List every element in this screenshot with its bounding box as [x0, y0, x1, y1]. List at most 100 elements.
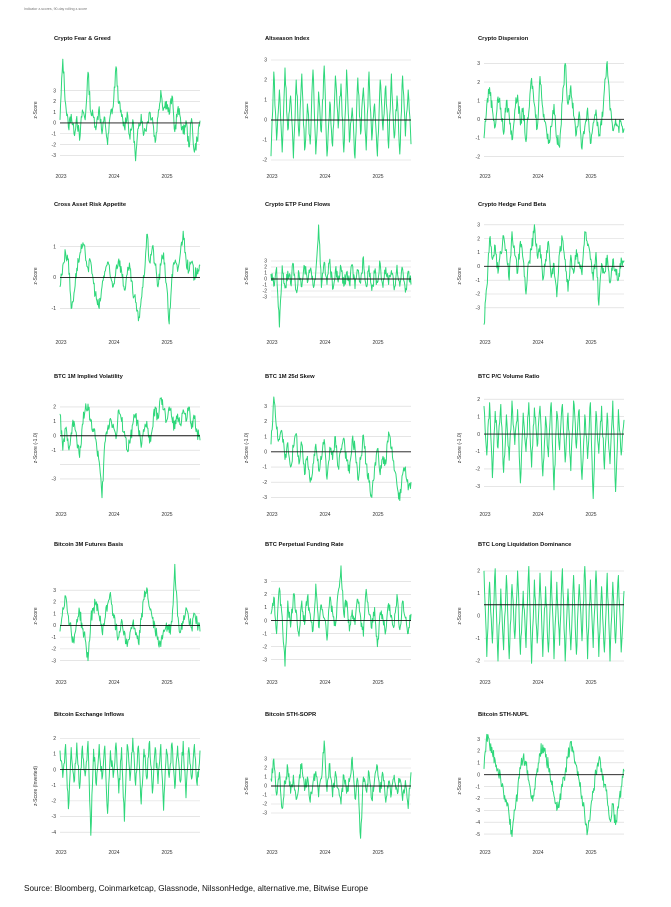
data-point [284, 781, 286, 782]
data-point [143, 133, 145, 135]
data-point [545, 122, 546, 124]
data-point [318, 796, 319, 798]
data-point [576, 764, 577, 766]
data-point [548, 651, 549, 653]
data-point [623, 128, 625, 129]
data-point [298, 272, 300, 274]
data-point [590, 812, 591, 814]
y-tick-label: 0 [477, 614, 480, 620]
data-point [126, 449, 128, 451]
data-point [182, 622, 184, 624]
data-point [309, 613, 311, 615]
y-tick-label: 3 [477, 737, 480, 743]
data-point [584, 231, 586, 233]
data-point [522, 107, 524, 109]
data-point [76, 439, 78, 441]
data-point [601, 405, 602, 407]
data-point [93, 117, 94, 118]
data-point [405, 466, 406, 468]
data-point [168, 632, 170, 633]
data-point [84, 775, 86, 777]
data-point [615, 268, 616, 270]
data-point [349, 781, 350, 782]
data-point [284, 287, 286, 289]
data-point [508, 459, 510, 461]
data-point [118, 792, 120, 794]
y-tick-label: -2 [52, 142, 57, 148]
data-point [374, 103, 375, 105]
data-point [346, 272, 347, 273]
data-point [528, 261, 530, 263]
data-point [374, 778, 375, 780]
data-point [84, 119, 86, 121]
data-point [337, 281, 339, 283]
data-point [321, 459, 322, 460]
data-point [191, 778, 192, 780]
data-point [163, 108, 164, 110]
data-point [343, 151, 345, 153]
data-point [382, 129, 384, 131]
data-point [90, 834, 92, 836]
data-point [191, 118, 192, 119]
data-point [601, 586, 602, 588]
x-tick-label: 2025 [585, 340, 596, 346]
data-point [68, 126, 69, 128]
y-tick-label: 0 [264, 450, 267, 456]
y-axis-label: z-Score (-1.0) [33, 432, 39, 463]
data-point [576, 653, 577, 655]
data-point [343, 774, 345, 776]
data-point [371, 497, 373, 498]
data-point [76, 619, 78, 620]
data-point [279, 439, 280, 440]
data-point [115, 438, 117, 439]
data-point [343, 613, 345, 615]
y-tick-label: -2 [476, 467, 481, 473]
data-point [96, 442, 97, 444]
data-point [531, 662, 532, 664]
data-point [135, 301, 136, 303]
data-point [87, 741, 89, 742]
data-point [107, 261, 108, 263]
data-point [73, 781, 75, 783]
data-point [363, 635, 364, 637]
data-point [587, 831, 588, 833]
data-point [318, 469, 319, 471]
data-point [525, 293, 527, 295]
data-point [584, 126, 586, 128]
x-tick-label: 2023 [479, 340, 490, 346]
data-point [329, 101, 331, 103]
data-point [578, 409, 580, 411]
data-point [329, 596, 331, 598]
data-point [534, 579, 535, 581]
y-tick-label: 2 [477, 749, 480, 755]
data-point [587, 245, 588, 246]
data-point [290, 283, 291, 285]
data-point [199, 630, 201, 632]
data-point [160, 264, 162, 266]
data-point [135, 413, 136, 415]
data-point [351, 264, 353, 265]
data-point [312, 69, 314, 71]
data-point [615, 491, 616, 492]
data-point [182, 133, 184, 135]
data-point [182, 230, 184, 232]
y-tick-label: 2 [264, 265, 267, 271]
series-line [483, 61, 625, 150]
data-point [329, 446, 331, 448]
data-point [489, 238, 490, 239]
data-point [606, 412, 608, 414]
data-point [115, 742, 117, 744]
data-point [405, 291, 406, 293]
y-tick-label: 2 [477, 397, 480, 403]
data-point [483, 768, 485, 770]
data-point [276, 794, 277, 796]
data-point [287, 270, 289, 272]
data-point [160, 90, 162, 91]
y-tick-label: 2 [53, 99, 56, 105]
data-point [539, 245, 541, 246]
data-point [309, 801, 311, 803]
x-tick-label: 2023 [55, 850, 66, 856]
data-point [149, 607, 150, 609]
data-point [399, 153, 401, 155]
data-point [525, 647, 527, 648]
